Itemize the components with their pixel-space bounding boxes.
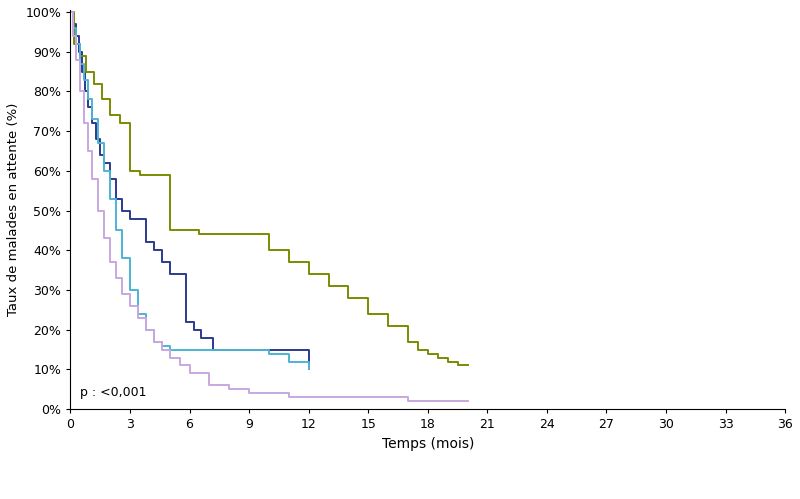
X-axis label: Temps (mois): Temps (mois) xyxy=(382,437,474,451)
Text: p : <0,001: p : <0,001 xyxy=(80,386,147,399)
Y-axis label: Taux de malades en attente (%): Taux de malades en attente (%) xyxy=(7,103,20,316)
